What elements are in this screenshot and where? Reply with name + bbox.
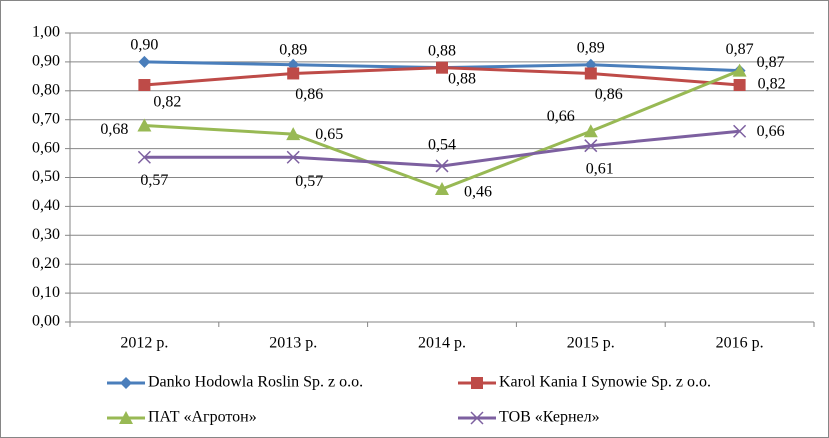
marker [733,79,746,92]
data-label: 0,61 [586,160,614,177]
y-tick-label: 0,40 [32,197,60,214]
y-tick-label: 1,00 [32,24,60,41]
marker [471,377,483,389]
x-tick-label: 2013 р. [269,335,317,352]
legend-entry: Karol Kania I Synowie Sp. z o.o. [458,374,711,391]
legend-label: Danko Hodowla Roslin Sp. z o.o. [148,374,363,391]
marker [436,61,448,74]
data-label: 0,57 [140,172,168,189]
data-label: 0,86 [595,86,623,103]
data-label: 0,89 [577,39,605,56]
x-tick-label: 2015 р. [567,335,615,352]
x-tick-label: 2016 р. [716,335,764,352]
y-tick-label: 0,50 [32,168,60,185]
y-tick-label: 0,30 [32,226,60,243]
legend-entry: ПАТ «Агротон» [107,409,257,426]
marker [584,67,597,80]
data-label: 0,90 [130,37,158,54]
legend-entry: ТОВ «Кернел» [458,409,600,426]
marker [286,150,300,164]
marker [287,67,300,80]
marker [137,150,151,164]
data-label: 0,82 [153,94,181,111]
marker [584,139,598,153]
data-label: 0,87 [757,54,785,71]
y-tick-label: 0,00 [32,313,60,330]
data-label: 0,66 [547,108,575,125]
marker [583,124,598,138]
marker [120,377,132,389]
legend-entry: Danko Hodowla Roslin Sp. z o.o. [107,374,363,391]
marker [435,159,449,173]
y-tick-label: 0,60 [32,139,60,156]
data-label: 0,88 [448,70,476,87]
data-label: 0,89 [279,41,307,58]
y-tick-label: 0,70 [32,110,60,127]
marker [119,411,133,424]
y-tick-label: 0,10 [32,284,60,301]
data-label: 0,66 [757,123,785,140]
y-tick-label: 0,90 [32,53,60,70]
marker [138,55,151,68]
marker [286,127,301,141]
marker [138,79,151,92]
data-label: 0,57 [295,173,323,190]
data-label: 0,65 [315,126,343,143]
data-label: 0,54 [428,137,456,154]
legend-label: ПАТ «Агротон» [148,409,257,426]
marker [137,118,152,132]
x-tick-label: 2012 р. [120,335,168,352]
y-tick-label: 0,80 [32,81,60,98]
data-label: 0,88 [428,42,456,59]
marker [732,63,747,77]
marker [470,411,484,425]
marker [435,182,449,196]
data-label: 0,68 [100,121,128,138]
y-tick-label: 0,20 [32,255,60,272]
data-label: 0,87 [726,41,754,58]
data-label: 0,86 [295,86,323,103]
legend-label: ТОВ «Кернел» [499,409,600,426]
marker [733,124,747,138]
data-label: 0,46 [464,184,492,201]
x-tick-label: 2014 р. [418,335,466,352]
data-label: 0,82 [758,76,786,93]
legend-label: Karol Kania I Synowie Sp. z o.o. [499,374,711,391]
